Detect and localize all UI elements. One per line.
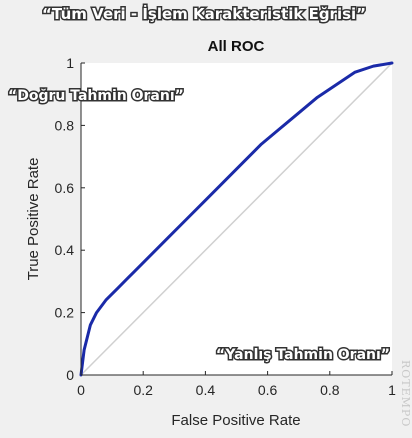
x-tick-label: 0.8 [320, 382, 340, 398]
banner-annotation: “Tüm Veri - İşlem Karakteristik Eğrisi” [42, 4, 366, 23]
y-tick-label: 0 [66, 367, 74, 383]
y-tick-label: 0.6 [55, 180, 75, 196]
tpr-annotation: “Doğru Tahmin Oranı” [8, 88, 184, 104]
x-tick-label: 0.6 [258, 382, 278, 398]
y-tick-label: 0.4 [55, 242, 75, 258]
chart-title: All ROC [208, 38, 265, 55]
x-axis-label: False Positive Rate [171, 412, 300, 429]
y-axis-label: True Positive Rate [25, 158, 42, 281]
x-tick-label: 1 [388, 382, 396, 398]
y-tick-label: 1 [66, 55, 74, 71]
watermark-text: ROTEMPO [399, 360, 412, 428]
diagonal-reference-line [80, 62, 393, 376]
roc-curve-line [79, 61, 394, 377]
x-tick-label: 0.4 [196, 382, 216, 398]
x-tick-label: 0.2 [133, 382, 153, 398]
x-tick-label: 0 [77, 382, 85, 398]
y-tick-label: 0.2 [55, 305, 75, 321]
y-tick-label: 0.8 [55, 117, 75, 133]
fpr-annotation: “Yanlış Tahmin Oranı” [216, 347, 390, 363]
